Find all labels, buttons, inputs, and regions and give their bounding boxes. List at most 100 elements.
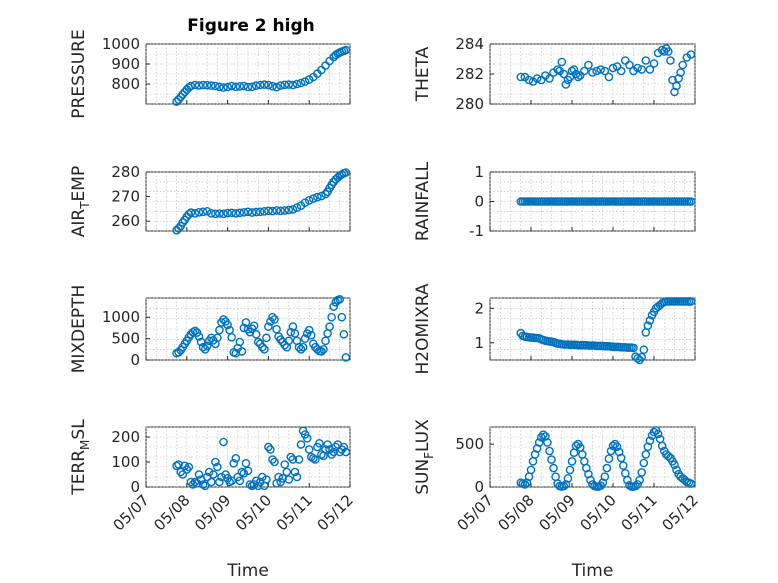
data-point	[284, 80, 294, 89]
data-point	[266, 317, 275, 326]
data-point	[235, 82, 245, 91]
data-point	[194, 470, 204, 479]
data-point	[227, 332, 236, 342]
data-point	[223, 320, 232, 330]
y-tick-label: 270	[111, 188, 140, 206]
data-point	[202, 206, 212, 216]
data-point	[211, 457, 220, 467]
data-point	[200, 481, 210, 491]
subplot-air-temp: 260 270 280 AIRTEMP	[69, 163, 351, 237]
data-point	[633, 353, 642, 363]
y-tick-label: 2	[474, 299, 484, 317]
data-point	[604, 454, 614, 464]
data-point	[174, 95, 183, 104]
data-point	[276, 206, 285, 216]
data-point	[198, 342, 208, 352]
data-point	[645, 316, 655, 325]
data-point	[645, 65, 655, 74]
data-point	[553, 65, 562, 74]
data-point	[534, 438, 544, 447]
y-axis-label: THETA	[413, 46, 433, 102]
data-point	[341, 45, 351, 55]
data-point	[516, 72, 526, 82]
data-point	[215, 325, 224, 335]
data-point	[206, 208, 216, 218]
data-point	[569, 65, 579, 74]
data-point	[559, 481, 569, 491]
data-point	[592, 66, 601, 76]
y-axis-label: MIXDEPTH	[69, 285, 89, 374]
y-axis-label: H2OMIXRA	[413, 283, 433, 374]
data-point	[190, 326, 200, 336]
data-point	[304, 195, 314, 205]
data-point	[243, 82, 253, 92]
data-point	[641, 56, 651, 65]
data-point	[321, 189, 330, 199]
data-point	[686, 297, 696, 306]
data-point	[259, 80, 269, 89]
data-point	[580, 66, 589, 76]
data-point	[272, 82, 281, 92]
data-point	[284, 475, 294, 484]
y-tick-label: 200	[111, 428, 140, 446]
data-point	[657, 45, 667, 55]
data-point	[188, 480, 198, 489]
data-point	[341, 447, 351, 457]
data-point	[668, 75, 677, 85]
data-point	[219, 83, 228, 92]
data-point	[211, 209, 220, 219]
data-point	[686, 479, 696, 488]
subplot-rainfall: -1 0 1 RAINFALL	[413, 161, 696, 241]
data-point	[186, 208, 196, 217]
data-point	[278, 473, 288, 483]
data-point	[184, 209, 194, 219]
data-point	[313, 192, 322, 202]
data-point	[637, 352, 647, 362]
y-tick-label: 1000	[102, 308, 140, 326]
data-point	[649, 59, 659, 68]
data-point	[178, 470, 187, 479]
y-tick-label: 284	[455, 35, 484, 53]
data-point	[184, 462, 194, 472]
data-point	[264, 206, 273, 216]
data-point	[304, 445, 314, 454]
data-point	[547, 455, 556, 464]
data-point	[341, 168, 351, 177]
data-point	[231, 208, 241, 218]
data-point	[286, 327, 296, 337]
data-point	[563, 474, 573, 483]
data-point	[294, 342, 304, 352]
data-point	[270, 457, 279, 467]
data-point	[286, 452, 296, 462]
data-point	[612, 442, 622, 452]
data-point	[302, 433, 312, 443]
data-point	[194, 81, 204, 90]
data-point	[323, 440, 332, 449]
data-point	[631, 481, 640, 491]
data-point	[686, 197, 696, 206]
data-point	[215, 477, 224, 487]
data-point	[178, 218, 187, 227]
data-point	[237, 467, 247, 477]
subplot-h2omixra: 1 2 H2OMIXRA	[413, 283, 696, 375]
data-point	[600, 472, 610, 482]
data-point	[241, 458, 251, 468]
data-point	[215, 209, 224, 218]
data-point	[339, 442, 349, 452]
data-point	[317, 191, 326, 201]
data-point	[257, 342, 267, 352]
data-point	[292, 79, 302, 89]
data-point	[672, 465, 681, 475]
data-point	[237, 347, 247, 356]
data-point	[190, 208, 200, 218]
data-point	[219, 315, 228, 324]
data-point	[251, 476, 261, 486]
data-point	[227, 476, 236, 486]
data-point	[208, 470, 218, 479]
data-point	[211, 81, 220, 91]
data-point	[653, 429, 663, 439]
y-tick-label: 500	[455, 435, 484, 453]
data-point	[676, 68, 685, 77]
data-point	[557, 57, 567, 67]
